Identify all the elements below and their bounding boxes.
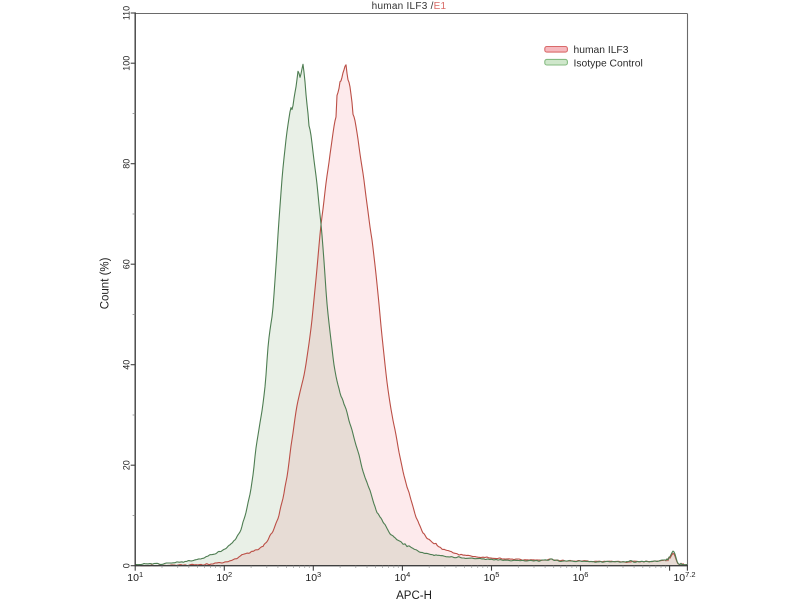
svg-text:APC-H: APC-H (396, 590, 432, 600)
svg-text:human ILF3 /E1: human ILF3 /E1 (372, 1, 447, 12)
svg-text:Isotype Control: Isotype Control (574, 58, 643, 69)
svg-text:20: 20 (121, 460, 131, 470)
svg-text:0: 0 (121, 563, 131, 568)
svg-text:100: 100 (121, 56, 131, 71)
svg-text:human ILF3: human ILF3 (574, 45, 629, 56)
svg-text:Count (%): Count (%) (99, 257, 111, 309)
svg-text:40: 40 (121, 360, 131, 370)
svg-text:110: 110 (121, 6, 131, 20)
svg-text:60: 60 (121, 259, 131, 269)
svg-text:80: 80 (121, 159, 131, 169)
